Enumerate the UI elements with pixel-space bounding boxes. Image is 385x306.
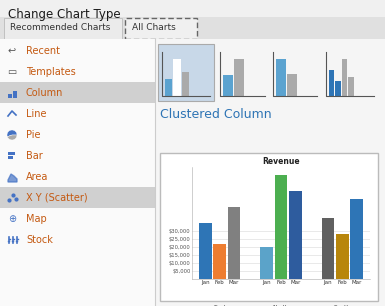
Bar xyxy=(158,44,214,101)
Bar xyxy=(0,39,155,306)
Text: Templates: Templates xyxy=(26,67,76,77)
Bar xyxy=(213,244,226,279)
Bar xyxy=(8,152,15,155)
Bar xyxy=(348,77,354,96)
Bar xyxy=(8,156,13,159)
Polygon shape xyxy=(8,174,17,182)
Bar xyxy=(13,91,17,98)
Bar xyxy=(287,73,297,96)
Text: Pie: Pie xyxy=(26,130,40,140)
Text: ▭: ▭ xyxy=(7,67,17,77)
Text: Line: Line xyxy=(26,109,47,119)
Text: North: North xyxy=(273,304,289,306)
Bar xyxy=(173,59,181,96)
Title: Revenue: Revenue xyxy=(262,157,300,166)
Bar xyxy=(276,59,286,96)
Wedge shape xyxy=(7,130,17,137)
Bar xyxy=(8,94,12,98)
Text: Clustered Column: Clustered Column xyxy=(160,108,272,121)
Text: ↩: ↩ xyxy=(8,46,16,56)
Bar xyxy=(182,72,189,96)
Bar xyxy=(155,39,385,306)
Text: Column: Column xyxy=(26,88,64,98)
Text: Stock: Stock xyxy=(26,235,53,245)
Bar xyxy=(234,59,244,96)
Bar xyxy=(125,18,197,39)
Text: Recent: Recent xyxy=(26,46,60,56)
Bar xyxy=(336,234,349,279)
Bar xyxy=(4,18,122,39)
Bar xyxy=(289,191,302,279)
Text: East: East xyxy=(213,304,226,306)
Text: ⊕: ⊕ xyxy=(8,214,16,224)
Bar xyxy=(223,76,233,96)
Bar xyxy=(0,17,385,39)
Bar xyxy=(260,247,273,279)
Text: Map: Map xyxy=(26,214,47,224)
Text: X Y (Scatter): X Y (Scatter) xyxy=(26,193,88,203)
Bar xyxy=(270,44,320,101)
Bar xyxy=(275,175,288,279)
Text: Recommended Charts: Recommended Charts xyxy=(10,24,110,32)
Bar xyxy=(342,59,347,96)
Bar xyxy=(335,81,341,96)
Wedge shape xyxy=(7,135,17,140)
Bar xyxy=(329,70,335,96)
Text: Area: Area xyxy=(26,172,49,182)
Bar xyxy=(199,223,212,279)
Bar xyxy=(0,82,155,103)
Bar xyxy=(350,199,363,279)
Bar xyxy=(160,153,378,301)
Bar xyxy=(228,207,240,279)
Bar xyxy=(165,79,172,96)
Text: All Charts: All Charts xyxy=(132,24,176,32)
Text: Change Chart Type: Change Chart Type xyxy=(8,8,121,21)
Bar xyxy=(0,187,155,208)
Text: South: South xyxy=(334,304,351,306)
Bar xyxy=(321,218,335,279)
Text: Bar: Bar xyxy=(26,151,43,161)
